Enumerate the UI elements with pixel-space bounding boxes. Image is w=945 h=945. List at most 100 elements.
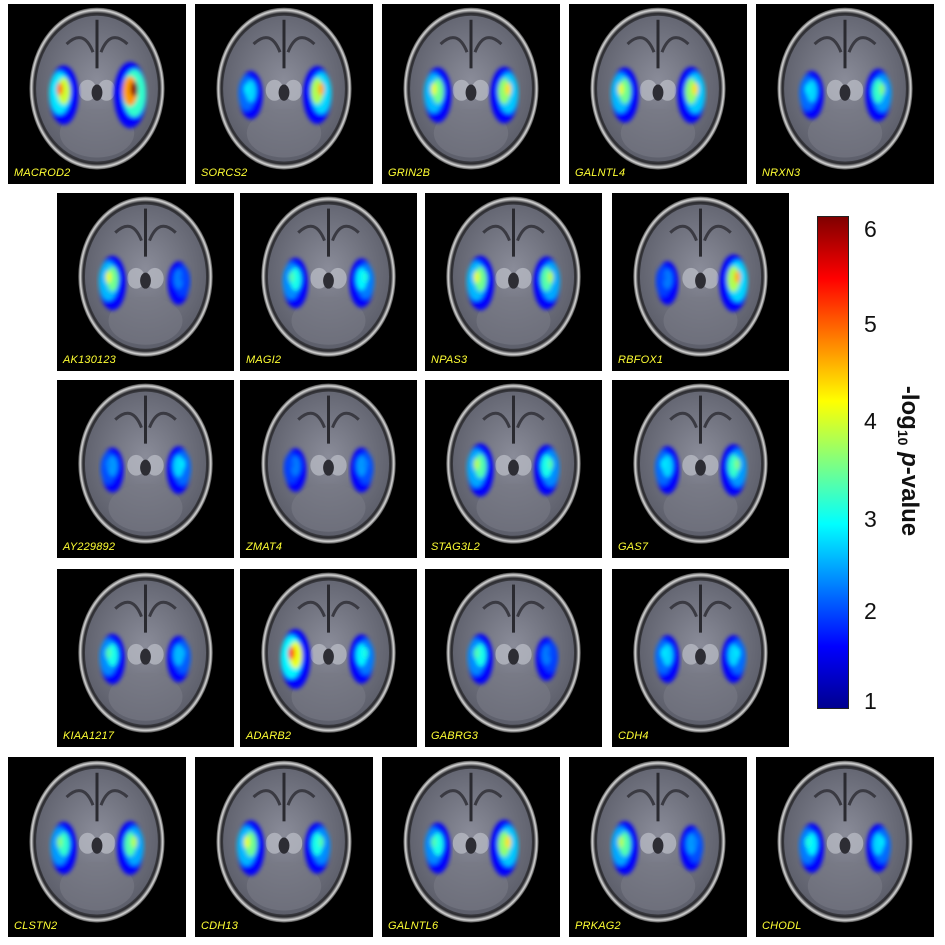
brain-panel: AK130123: [57, 193, 234, 371]
activation-blob-left: [238, 70, 263, 120]
brain-slice-image: [590, 7, 726, 170]
brain-panel: MACROD2: [8, 4, 186, 184]
brain-panel: CLSTN2: [8, 757, 186, 937]
brain-panel: PRKAG2: [569, 757, 747, 937]
activation-blob-right: [680, 825, 704, 871]
brain-panel: AY229892: [57, 380, 234, 558]
brain-panel: CDH4: [612, 569, 789, 747]
brain-slice-image: [216, 7, 352, 170]
brain-slice-image: [446, 196, 581, 357]
gene-label: SORCS2: [201, 167, 248, 179]
activation-blob-right: [533, 256, 560, 310]
activation-blob-right: [166, 446, 191, 494]
brain-slice-image: [261, 383, 396, 544]
brain-slice-image: [216, 760, 352, 923]
activation-blob-right: [865, 68, 892, 122]
colorbar: [817, 216, 849, 709]
activation-blob-left: [467, 633, 493, 685]
brain-slice-image: [633, 383, 768, 544]
gene-label: NRXN3: [762, 167, 801, 179]
brain-slice-image: [261, 196, 396, 357]
brain-panel: MAGI2: [240, 193, 417, 371]
activation-blob-left: [611, 67, 639, 123]
brain-panel: NRXN3: [756, 4, 934, 184]
brain-panel: GALNTL6: [382, 757, 560, 937]
brain-panel: ADARB2: [240, 569, 417, 747]
brain-panel: NPAS3: [425, 193, 602, 371]
activation-blob-right: [116, 821, 144, 875]
activation-blob-left: [49, 65, 79, 125]
brain-panel: SORCS2: [195, 4, 373, 184]
colorbar-tick-5: 5: [864, 311, 877, 337]
activation-blob-right: [167, 261, 191, 305]
activation-blob-right: [113, 62, 147, 129]
activation-blob-right: [490, 66, 519, 124]
activation-blob-right: [719, 254, 748, 312]
gene-label: GALNTL4: [575, 167, 626, 179]
gene-label: CLSTN2: [14, 920, 58, 932]
activation-blob-left: [655, 261, 679, 305]
colorbar-tick-3: 3: [864, 506, 877, 532]
brain-slice-image: [78, 383, 213, 544]
gene-label: AY229892: [63, 541, 116, 553]
activation-blob-right: [720, 444, 747, 496]
gene-label: CDH13: [201, 920, 239, 932]
activation-blob-right: [350, 447, 374, 493]
activation-blob-left: [799, 823, 825, 873]
activation-blob-right: [304, 822, 331, 874]
gene-label: KIAA1217: [63, 730, 115, 742]
brain-panel: KIAA1217: [57, 569, 234, 747]
colorbar-tick-4: 4: [864, 408, 877, 434]
brain-slice-image: [446, 383, 581, 544]
activation-blob-left: [50, 821, 77, 875]
activation-blob-left: [424, 822, 451, 874]
brain-slice-image: [261, 572, 396, 733]
gene-label: STAG3L2: [431, 541, 480, 553]
brain-panel: CHODL: [756, 757, 934, 937]
brain-slice-image: [777, 7, 913, 170]
brain-slice-image: [78, 196, 213, 357]
activation-blob-right: [535, 637, 559, 681]
activation-blob-left: [424, 67, 452, 123]
activation-blob-left: [98, 255, 126, 311]
gene-label: PRKAG2: [575, 920, 621, 932]
activation-blob-left: [466, 255, 494, 311]
gene-label: GALNTL6: [388, 920, 439, 932]
activation-blob-left: [100, 447, 124, 493]
activation-blob-right: [534, 444, 560, 496]
gene-label: MACROD2: [14, 167, 71, 179]
brain-slice-image: [403, 7, 539, 170]
activation-blob-left: [282, 257, 308, 309]
brain-slice-image: [78, 572, 213, 733]
brain-slice-image: [633, 196, 768, 357]
gene-label: NPAS3: [431, 354, 468, 366]
activation-blob-left: [99, 633, 125, 685]
gene-label: CHODL: [762, 920, 802, 932]
colorbar-tick-6: 6: [864, 216, 877, 242]
gene-label: MAGI2: [246, 354, 282, 366]
colorbar-tick-2: 2: [864, 598, 877, 624]
activation-blob-right: [349, 258, 375, 308]
brain-slice-image: [446, 572, 581, 733]
activation-blob-left: [237, 820, 265, 876]
brain-panel: RBFOX1: [612, 193, 789, 371]
gene-label: GABRG3: [431, 730, 479, 742]
activation-blob-left: [611, 821, 639, 875]
brain-panel: CDH13: [195, 757, 373, 937]
gene-label: ZMAT4: [246, 541, 283, 553]
brain-slice-image: [777, 760, 913, 923]
gene-label: GRIN2B: [388, 167, 431, 179]
activation-blob-right: [349, 634, 375, 684]
activation-blob-right: [167, 635, 191, 683]
brain-panel: ZMAT4: [240, 380, 417, 558]
brain-panel: STAG3L2: [425, 380, 602, 558]
brain-panel: GRIN2B: [382, 4, 560, 184]
brain-slice-image: [29, 760, 165, 923]
activation-blob-right: [721, 635, 746, 683]
activation-blob-right: [302, 66, 332, 124]
gene-label: CDH4: [618, 730, 649, 742]
colorbar-tick-1: 1: [864, 688, 877, 714]
brain-slice-image: [29, 7, 165, 170]
colorbar-title: -log10 p-value: [895, 385, 923, 537]
activation-blob-left: [280, 629, 311, 690]
